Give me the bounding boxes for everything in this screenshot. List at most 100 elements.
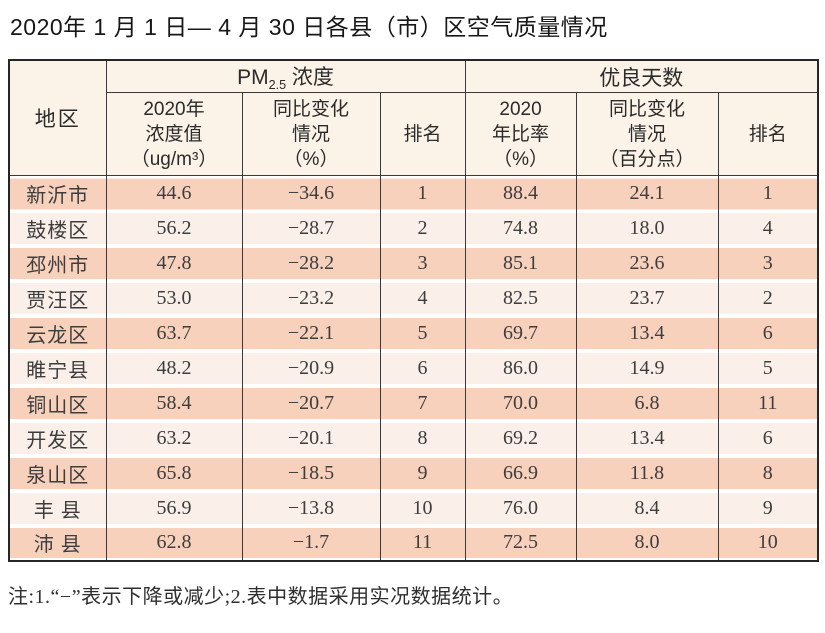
pm-label-suffix: 浓度 <box>286 65 334 89</box>
cell-pm-change: −13.8 <box>241 490 380 526</box>
cell-region: 铜山区 <box>8 385 106 421</box>
header-pm-value: 2020年 浓度值 （ug/m³） <box>105 92 242 177</box>
pm-subscript: 2.5 <box>268 78 287 93</box>
cell-good-change: 8.0 <box>575 525 719 561</box>
cell-good-change: 13.4 <box>575 420 719 456</box>
cell-pm-value: 47.8 <box>105 245 242 281</box>
cell-pm-rank: 11 <box>379 525 466 561</box>
cell-pm-change: −28.7 <box>241 210 380 246</box>
cell-good-change: 14.9 <box>575 350 719 386</box>
table-row: 丰 县 56.9 −13.8 10 76.0 8.4 9 <box>8 490 819 526</box>
cell-region: 邳州市 <box>8 245 106 281</box>
cell-good-ratio: 76.0 <box>464 490 577 526</box>
cell-good-ratio: 66.9 <box>464 455 577 491</box>
cell-good-rank: 8 <box>717 455 819 491</box>
table-row: 睢宁县 48.2 −20.9 6 86.0 14.9 5 <box>8 350 819 386</box>
cell-good-change: 23.7 <box>575 280 719 316</box>
cell-good-rank: 9 <box>717 490 819 526</box>
table-row: 泉山区 65.8 −18.5 9 66.9 11.8 8 <box>8 455 819 491</box>
cell-good-ratio: 69.2 <box>464 420 577 456</box>
header-good-group: 优良天数 <box>464 59 819 94</box>
cell-pm-rank: 8 <box>379 420 466 456</box>
cell-pm-rank: 4 <box>379 280 466 316</box>
cell-pm-rank: 10 <box>379 490 466 526</box>
table-row: 邳州市 47.8 −28.2 3 85.1 23.6 3 <box>8 245 819 281</box>
cell-good-ratio: 70.0 <box>464 385 577 421</box>
cell-good-rank: 3 <box>717 245 819 281</box>
cell-region: 沛 县 <box>8 525 106 561</box>
header-pm-change: 同比变化 情况 （%） <box>241 92 380 177</box>
cell-good-ratio: 72.5 <box>464 525 577 561</box>
cell-pm-change: −20.7 <box>241 385 380 421</box>
header-region: 地区 <box>8 59 106 177</box>
pm-label: PM <box>237 65 269 89</box>
page: 2020年 1 月 1 日— 4 月 30 日各县（市）区空气质量情况 地区 P… <box>0 13 825 609</box>
cell-pm-change: −20.9 <box>241 350 380 386</box>
cell-pm-value: 56.9 <box>105 490 242 526</box>
cell-good-ratio: 88.4 <box>464 175 577 211</box>
cell-good-rank: 6 <box>717 420 819 456</box>
cell-good-rank: 4 <box>717 210 819 246</box>
cell-pm-value: 44.6 <box>105 175 242 211</box>
cell-good-ratio: 85.1 <box>464 245 577 281</box>
header-pm-rank: 排名 <box>379 92 466 177</box>
cell-good-rank: 2 <box>717 280 819 316</box>
cell-good-rank: 11 <box>717 385 819 421</box>
cell-region: 泉山区 <box>8 455 106 491</box>
cell-pm-value: 65.8 <box>105 455 242 491</box>
table-row: 云龙区 63.7 −22.1 5 69.7 13.4 6 <box>8 315 819 351</box>
cell-pm-value: 62.8 <box>105 525 242 561</box>
header-good-rank: 排名 <box>717 92 819 177</box>
cell-pm-rank: 6 <box>379 350 466 386</box>
cell-pm-change: −20.1 <box>241 420 380 456</box>
cell-good-ratio: 74.8 <box>464 210 577 246</box>
cell-good-change: 11.8 <box>575 455 719 491</box>
table-header: 地区 PM2.5 浓度 优良天数 2020年 浓度值 （ug/m³） 同比变化 … <box>8 59 819 177</box>
table-row: 贾汪区 53.0 −23.2 4 82.5 23.7 2 <box>8 280 819 316</box>
footnote: 注:1.“−”表示下降或减少;2.表中数据采用实况数据统计。 <box>8 585 514 608</box>
cell-pm-change: −23.2 <box>241 280 380 316</box>
cell-pm-value: 63.2 <box>105 420 242 456</box>
cell-good-rank: 5 <box>717 350 819 386</box>
cell-pm-change: −1.7 <box>241 525 380 561</box>
cell-pm-change: −18.5 <box>241 455 380 491</box>
header-pm-group: PM2.5 浓度 <box>105 59 466 94</box>
cell-pm-rank: 2 <box>379 210 466 246</box>
cell-good-change: 8.4 <box>575 490 719 526</box>
page-title: 2020年 1 月 1 日— 4 月 30 日各县（市）区空气质量情况 <box>10 14 608 40</box>
cell-good-change: 23.6 <box>575 245 719 281</box>
air-quality-table: 地区 PM2.5 浓度 优良天数 2020年 浓度值 （ug/m³） 同比变化 … <box>8 58 820 562</box>
table-row: 新沂市 44.6 −34.6 1 88.4 24.1 1 <box>8 175 819 211</box>
header-good-change: 同比变化 情况 （百分点） <box>575 92 719 177</box>
cell-pm-value: 53.0 <box>105 280 242 316</box>
cell-pm-value: 56.2 <box>105 210 242 246</box>
cell-region: 鼓楼区 <box>8 210 106 246</box>
cell-pm-rank: 1 <box>379 175 466 211</box>
header-group-row: 地区 PM2.5 浓度 优良天数 <box>8 59 819 177</box>
cell-pm-rank: 5 <box>379 315 466 351</box>
cell-region: 睢宁县 <box>8 350 106 386</box>
cell-good-change: 18.0 <box>575 210 719 246</box>
cell-pm-change: −22.1 <box>241 315 380 351</box>
table-row: 铜山区 58.4 −20.7 7 70.0 6.8 11 <box>8 385 819 421</box>
cell-pm-value: 63.7 <box>105 315 242 351</box>
cell-pm-rank: 7 <box>379 385 466 421</box>
cell-region: 丰 县 <box>8 490 106 526</box>
cell-region: 新沂市 <box>8 175 106 211</box>
table-body: 新沂市 44.6 −34.6 1 88.4 24.1 1 鼓楼区 56.2 −2… <box>8 175 819 561</box>
cell-good-ratio: 82.5 <box>464 280 577 316</box>
table-row: 开发区 63.2 −20.1 8 69.2 13.4 6 <box>8 420 819 456</box>
cell-good-ratio: 69.7 <box>464 315 577 351</box>
cell-good-rank: 10 <box>717 525 819 561</box>
cell-pm-rank: 9 <box>379 455 466 491</box>
cell-good-change: 13.4 <box>575 315 719 351</box>
cell-good-rank: 6 <box>717 315 819 351</box>
cell-pm-value: 48.2 <box>105 350 242 386</box>
cell-good-ratio: 86.0 <box>464 350 577 386</box>
table-row: 鼓楼区 56.2 −28.7 2 74.8 18.0 4 <box>8 210 819 246</box>
header-sub-row: 2020年 浓度值 （ug/m³） 同比变化 情况 （%） 排名 2020 年比… <box>9 92 819 177</box>
cell-good-change: 24.1 <box>575 175 719 211</box>
table-row: 沛 县 62.8 −1.7 11 72.5 8.0 10 <box>8 525 819 561</box>
cell-good-rank: 1 <box>717 175 819 211</box>
cell-region: 开发区 <box>8 420 106 456</box>
